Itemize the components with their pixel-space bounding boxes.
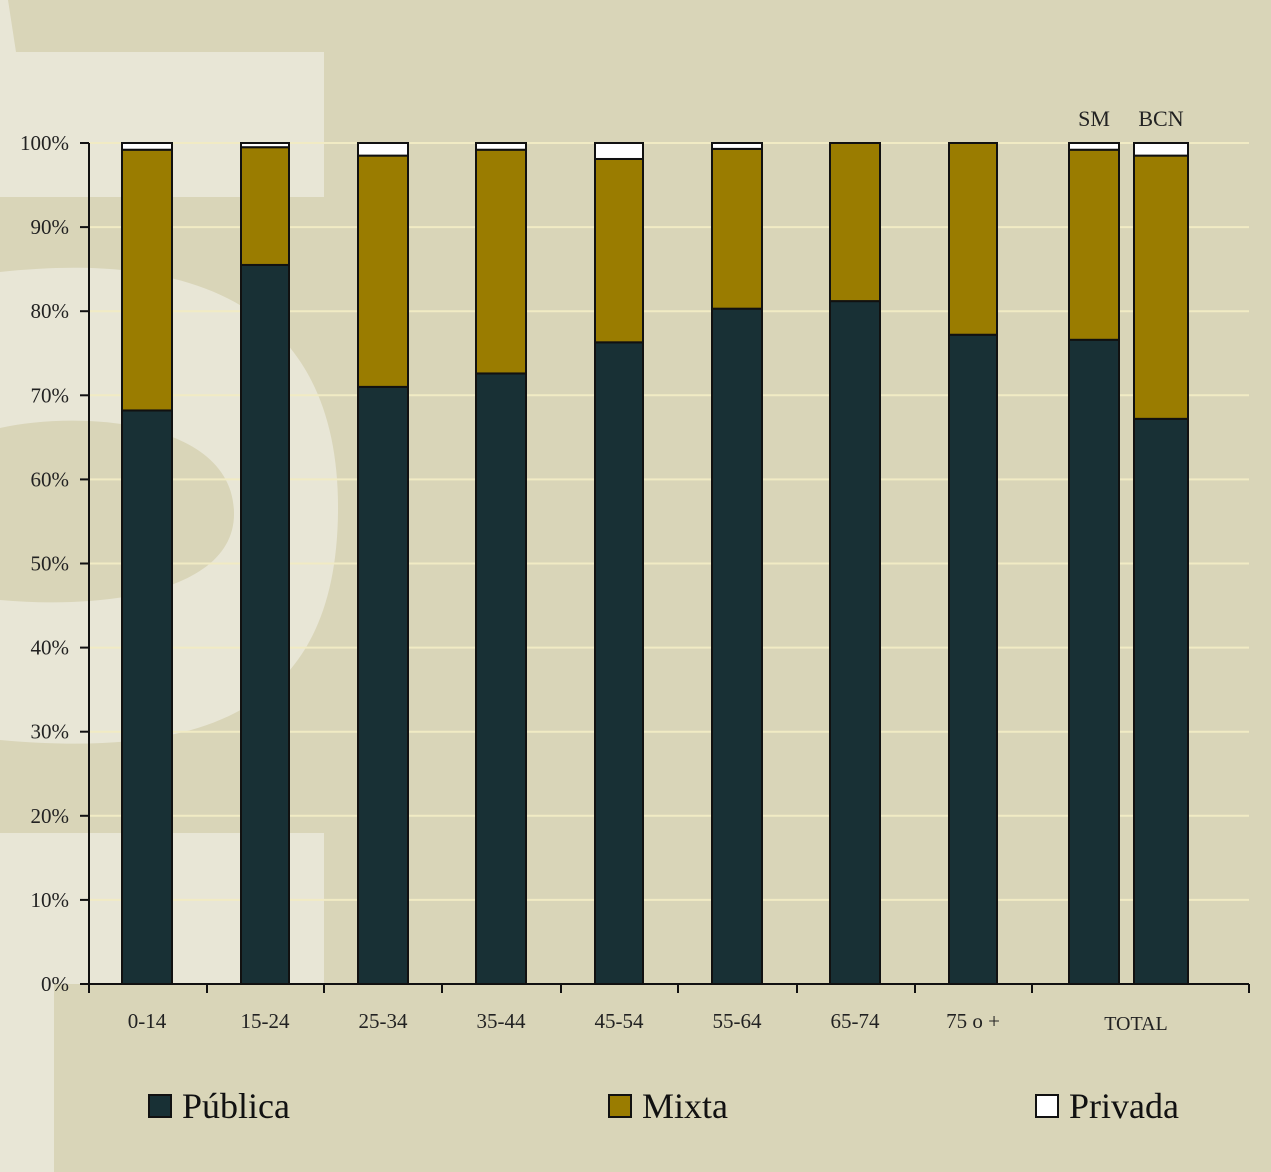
bar-segment-privada: [357, 142, 409, 157]
x-tick-label: 75 o +: [946, 1009, 1000, 1033]
bar-segment-mixta: [594, 157, 644, 344]
bar-segment-mixta: [475, 148, 527, 375]
bar-segment-mixta: [1068, 148, 1120, 341]
legend-swatch-publica: [148, 1094, 172, 1118]
bar-segment-publica: [357, 385, 409, 985]
legend-label-privada: Privada: [1069, 1086, 1179, 1126]
x-group-label-total: TOTAL: [1104, 1013, 1168, 1035]
y-tick-label: 0%: [41, 972, 69, 996]
bar-stack: [948, 142, 998, 985]
y-tick-label: 40%: [31, 636, 70, 660]
bar-segment-mixta: [711, 147, 763, 310]
x-tick-label: 45-54: [595, 1009, 644, 1033]
bar-segment-mixta: [829, 142, 881, 303]
bar-stack: [475, 142, 527, 985]
y-tick-label: 30%: [31, 720, 70, 744]
y-tick-label: 70%: [31, 383, 70, 407]
legend-item-mixta: Mixta: [608, 1084, 728, 1128]
bar-segment-privada: [240, 142, 290, 149]
x-tick-label: 55-64: [713, 1009, 762, 1033]
bar-segment-publica: [829, 300, 881, 986]
bar-segment-privada: [711, 142, 763, 150]
bar-stack: [240, 142, 290, 985]
bar-stack: [1068, 142, 1120, 985]
bar-segment-privada: [121, 142, 173, 151]
legend-item-privada: Privada: [1035, 1084, 1179, 1128]
bar-stack: [829, 142, 881, 986]
x-tick-label: 35-44: [477, 1009, 526, 1033]
bar-segment-publica: [1133, 417, 1189, 985]
bar-segment-publica: [121, 409, 173, 985]
x-tick-label: 25-34: [359, 1009, 408, 1033]
legend-label-mixta: Mixta: [642, 1086, 728, 1126]
bar-segment-mixta: [121, 148, 173, 412]
bar-segment-publica: [594, 341, 644, 985]
legend-label-publica: Pública: [182, 1086, 290, 1126]
bar-segment-publica: [1068, 338, 1120, 985]
bar-segment-mixta: [240, 146, 290, 266]
bar-stack: [594, 142, 644, 985]
y-axis-tick-labels: 0% 10% 20% 30% 40% 50% 60% 70% 80% 90% 100%: [20, 131, 69, 996]
bar-stack: [357, 142, 409, 985]
y-tick-label: 10%: [31, 888, 70, 912]
bar-segment-privada: [1068, 142, 1120, 151]
x-axis-tick-labels: 0-14 15-24 25-34 35-44 45-54 55-64 65-74 75 o +…: [128, 106, 1184, 1035]
legend-swatch-privada: [1035, 1094, 1059, 1118]
bars: [121, 142, 1189, 986]
x-tick-label: 65-74: [831, 1009, 880, 1033]
bar-segment-mixta: [948, 142, 998, 336]
y-tick-label: 60%: [31, 467, 70, 491]
y-tick-label: 80%: [31, 299, 70, 323]
bar-segment-publica: [475, 372, 527, 985]
axes: [80, 142, 1250, 993]
x-tick-label: 0-14: [128, 1009, 167, 1033]
bar-stack: [1133, 142, 1189, 985]
bar-stack: [711, 142, 763, 985]
y-tick-label: 100%: [20, 131, 69, 155]
x-tick-label: 15-24: [241, 1009, 290, 1033]
bar-segment-mixta: [357, 154, 409, 388]
bar-stack: [121, 142, 173, 985]
bar-segment-mixta: [1133, 154, 1189, 420]
bar-segment-privada: [475, 142, 527, 151]
bar-top-label-sm: SM: [1078, 106, 1110, 131]
bar-segment-publica: [711, 307, 763, 985]
bar-segment-privada: [1133, 142, 1189, 157]
legend-swatch-mixta: [608, 1094, 632, 1118]
bar-segment-publica: [240, 263, 290, 985]
bar-top-label-bcn: BCN: [1138, 106, 1183, 131]
bar-segment-publica: [948, 333, 998, 985]
y-tick-label: 50%: [31, 552, 70, 576]
y-tick-label: 20%: [31, 804, 70, 828]
legend-item-publica: Pública: [148, 1084, 290, 1128]
bar-segment-privada: [594, 142, 644, 160]
y-tick-label: 90%: [31, 215, 70, 239]
